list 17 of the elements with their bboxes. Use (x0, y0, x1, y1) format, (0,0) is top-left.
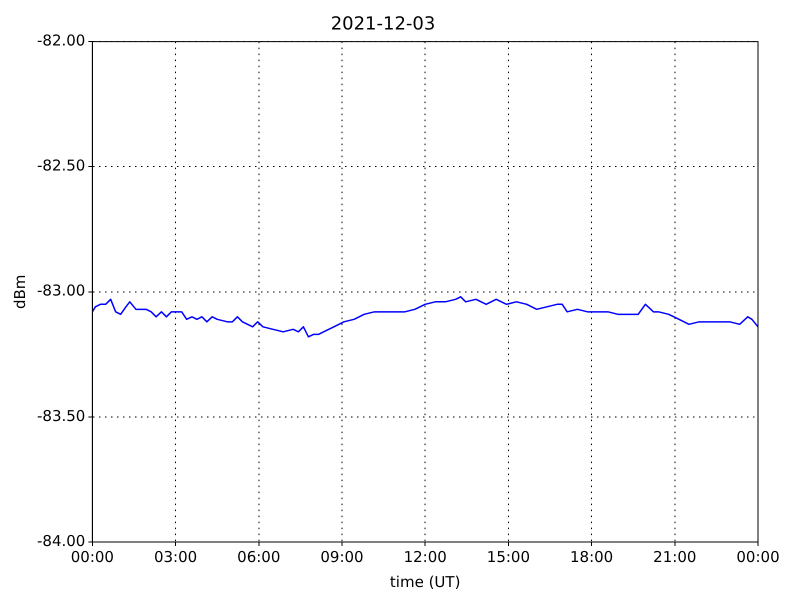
y-tick-label: -82.50 (36, 156, 86, 175)
x-tick-label: 12:00 (404, 548, 447, 566)
x-tick-label: 00:00 (736, 548, 780, 566)
y-axis-title: dBm (10, 274, 29, 310)
x-tick-label: 06:00 (237, 548, 280, 566)
x-tick-label: 09:00 (320, 548, 364, 566)
y-tick-label: -84.00 (36, 532, 86, 550)
x-tick-label: 03:00 (154, 548, 198, 566)
y-tick-label: -83.00 (36, 282, 86, 300)
x-tick-label: 18:00 (570, 548, 614, 566)
y-tick-label: -83.50 (36, 406, 86, 425)
x-axis-title: time (UT) (390, 572, 460, 591)
chart-title: 2021-12-03 (330, 13, 436, 34)
x-tick-label: 00:00 (70, 548, 114, 566)
y-tick-label: -82.00 (36, 31, 86, 50)
x-tick-label: 15:00 (486, 548, 530, 566)
x-tick-label: 21:00 (653, 548, 696, 566)
